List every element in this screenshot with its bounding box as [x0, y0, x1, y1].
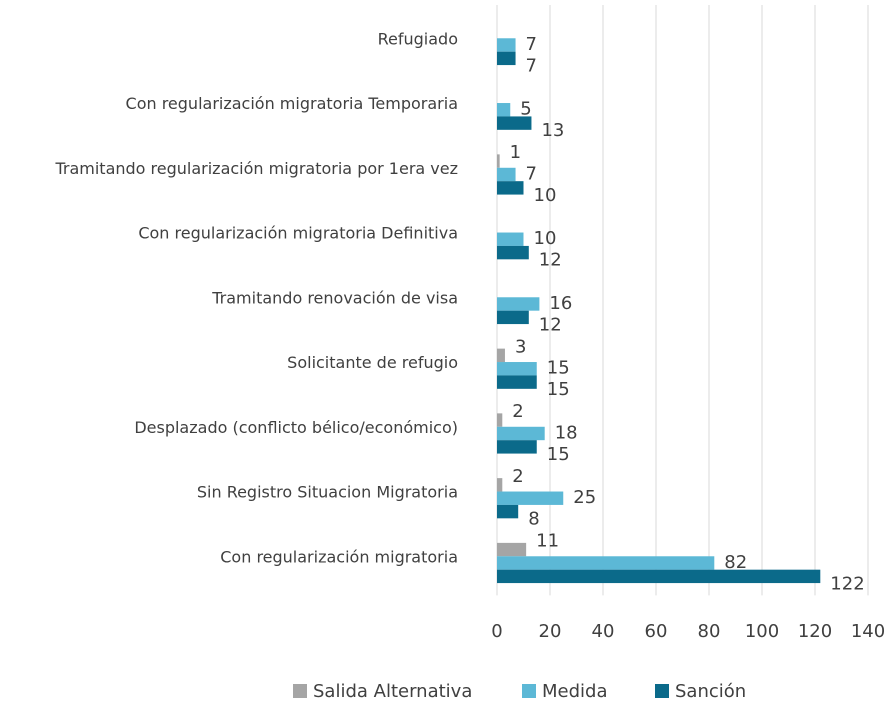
bar	[497, 504, 519, 519]
x-tick-label: 20	[539, 621, 562, 642]
bar	[497, 491, 564, 505]
data-label: 122	[830, 573, 864, 594]
data-label: 8	[528, 509, 539, 530]
legend-swatch	[522, 684, 536, 698]
category-label: Refugiado	[378, 29, 458, 48]
data-label: 11	[536, 531, 559, 552]
data-label: 15	[547, 379, 570, 400]
data-label: 15	[547, 358, 570, 379]
data-label: 25	[573, 487, 596, 508]
bar	[497, 167, 516, 182]
legend-swatch	[293, 684, 307, 698]
bar	[497, 154, 500, 168]
category-label: Sin Registro Situacion Migratoria	[197, 483, 458, 502]
data-label: 10	[534, 185, 557, 206]
data-label: 7	[526, 34, 537, 55]
x-tick-label: 120	[798, 621, 832, 642]
bar	[497, 478, 503, 492]
bar	[497, 375, 537, 389]
bar	[497, 245, 529, 260]
data-label: 12	[539, 314, 562, 335]
x-tick-label: 100	[745, 621, 779, 642]
data-label: 7	[526, 55, 537, 76]
legend-label: Medida	[542, 681, 608, 702]
data-label: 2	[512, 466, 523, 487]
data-label: 16	[549, 293, 572, 314]
category-label: Con regularización migratoria Definitiva	[138, 224, 458, 243]
bar	[497, 103, 511, 117]
bar	[497, 542, 527, 557]
bar	[497, 232, 524, 246]
category-label: Tramitando regularización migratoria por…	[54, 159, 458, 178]
x-tick-label: 140	[851, 621, 885, 642]
category-label: Solicitante de refugio	[287, 353, 458, 372]
data-label: 5	[520, 99, 531, 120]
x-tick-label: 80	[698, 621, 721, 642]
category-label: Con regularización migratoria	[220, 547, 458, 566]
data-label: 12	[539, 250, 562, 271]
category-label: Tramitando renovación de visa	[211, 288, 458, 307]
bar	[497, 440, 537, 454]
data-label: 18	[555, 422, 578, 443]
bar	[497, 297, 540, 311]
bar	[497, 426, 545, 441]
bar	[497, 569, 821, 584]
data-label: 82	[724, 552, 747, 573]
data-label: 15	[547, 444, 570, 465]
category-label: Desplazado (conflicto bélico/económico)	[134, 418, 458, 437]
bar	[497, 116, 532, 130]
bar	[497, 51, 516, 66]
category-label: Con regularización migratoria Temporaria	[126, 94, 458, 113]
data-label: 2	[512, 401, 523, 422]
legend-label: Sanción	[675, 681, 746, 702]
legend-label: Salida Alternativa	[313, 681, 472, 702]
bar	[497, 413, 503, 427]
x-tick-label: 60	[645, 621, 668, 642]
bar	[497, 310, 529, 325]
data-label: 10	[534, 228, 557, 249]
data-label: 1	[510, 142, 521, 163]
bar	[497, 556, 715, 570]
bar	[497, 362, 537, 376]
bar	[497, 181, 524, 195]
bar	[497, 348, 505, 363]
bar	[497, 38, 516, 52]
data-label: 13	[541, 120, 564, 141]
data-label: 3	[515, 336, 526, 357]
x-tick-label: 40	[592, 621, 615, 642]
data-label: 7	[526, 163, 537, 184]
x-tick-label: 0	[491, 621, 502, 642]
legend-swatch	[655, 684, 669, 698]
